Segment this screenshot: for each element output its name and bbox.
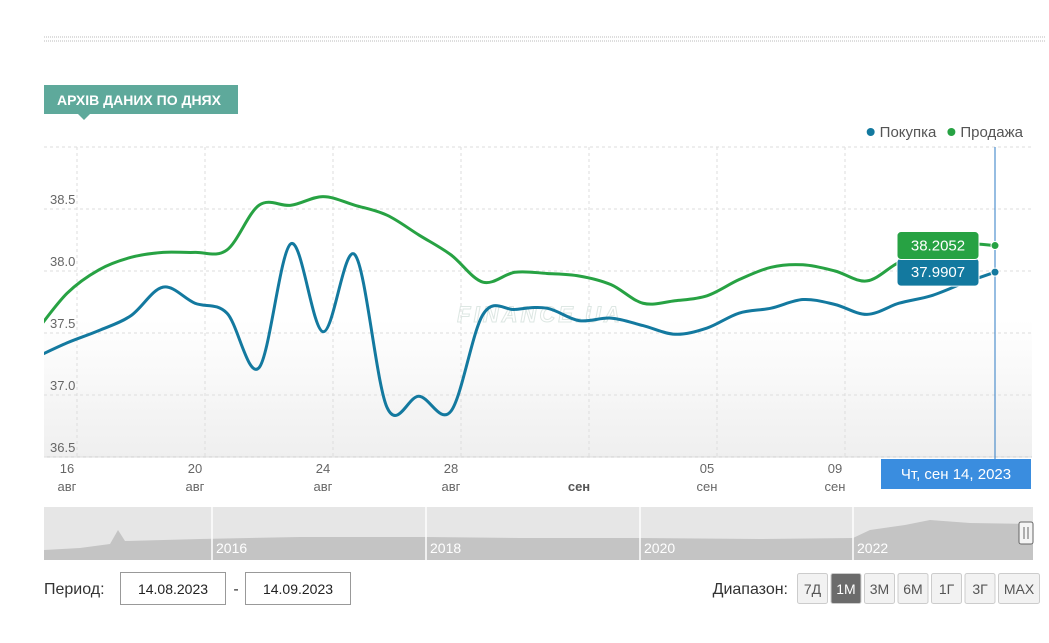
x-tick-label: 20 авг (186, 461, 205, 494)
x-tick-label: 24 авг (314, 461, 333, 494)
legend-label[interactable]: Покупка (880, 124, 937, 141)
navigator-handle[interactable] (1018, 521, 1034, 545)
x-tick-label: 28 авг (442, 461, 461, 494)
range-label: Диапазон: (713, 581, 788, 598)
date-input[interactable] (245, 572, 351, 605)
y-tick-label: 38.5 (50, 192, 75, 207)
hover-point (990, 241, 1000, 251)
date-input-value: 14.09.2023 (263, 581, 333, 597)
range-button[interactable] (864, 573, 895, 604)
x-tick-label: 09 сен (825, 461, 846, 494)
range-button[interactable] (931, 573, 962, 604)
title-badge (44, 85, 238, 114)
date-input[interactable] (120, 572, 226, 605)
range-button-label: MAX (1004, 581, 1035, 597)
range-button[interactable] (897, 573, 929, 604)
section-title: АРХІВ ДАНИХ ПО ДНЯХ (57, 92, 222, 108)
navigator-label: 2018 (430, 540, 461, 556)
range-button-label: 6М (903, 581, 922, 597)
tooltip-box (881, 459, 1031, 489)
badge-pointer (78, 114, 90, 120)
range-button-label: 1Г (939, 581, 955, 597)
x-tick-label: 16 авг (58, 461, 77, 494)
tooltip-text: Чт, сен 14, 2023 (901, 466, 1011, 483)
legend-label[interactable]: Продажа (960, 124, 1023, 141)
y-tick-label: 36.5 (50, 440, 75, 455)
legend-marker (866, 128, 875, 136)
value-label: 37.9907 (911, 264, 965, 281)
range-button-label: 3Г (972, 581, 988, 597)
range-button[interactable] (830, 573, 862, 604)
plot-shade (44, 320, 1032, 457)
range-button-label: 3М (870, 581, 889, 597)
range-button-label: 1М (836, 581, 855, 597)
value-label-box (896, 231, 980, 261)
period-separator: - (233, 581, 238, 598)
y-tick-label: 38.0 (50, 254, 75, 269)
navigator: 2016 2018 2020 2022 (44, 507, 1034, 560)
navigator-label: 2020 (644, 540, 675, 556)
period-label: Период: (44, 581, 105, 598)
range-button-label: 7Д (804, 581, 822, 597)
navigator-label: 2022 (857, 540, 888, 556)
series-line (44, 242, 996, 417)
date-input-value: 14.08.2023 (138, 581, 208, 597)
series-line (44, 195, 996, 324)
navigator-label: 2016 (216, 540, 247, 556)
range-button[interactable] (998, 573, 1040, 604)
range-button[interactable] (797, 573, 828, 604)
legend-marker (947, 128, 956, 136)
navigator-area (44, 520, 1033, 560)
x-tick-label: сен (568, 479, 590, 494)
x-tick-label: 05 сен (697, 461, 718, 494)
plot (44, 195, 996, 417)
y-tick-label: 37.0 (50, 378, 75, 393)
y-tick-label: 37.5 (50, 316, 75, 331)
hover-point (990, 267, 1000, 277)
value-label: 38.2052 (911, 238, 965, 255)
range-button[interactable] (964, 573, 996, 604)
